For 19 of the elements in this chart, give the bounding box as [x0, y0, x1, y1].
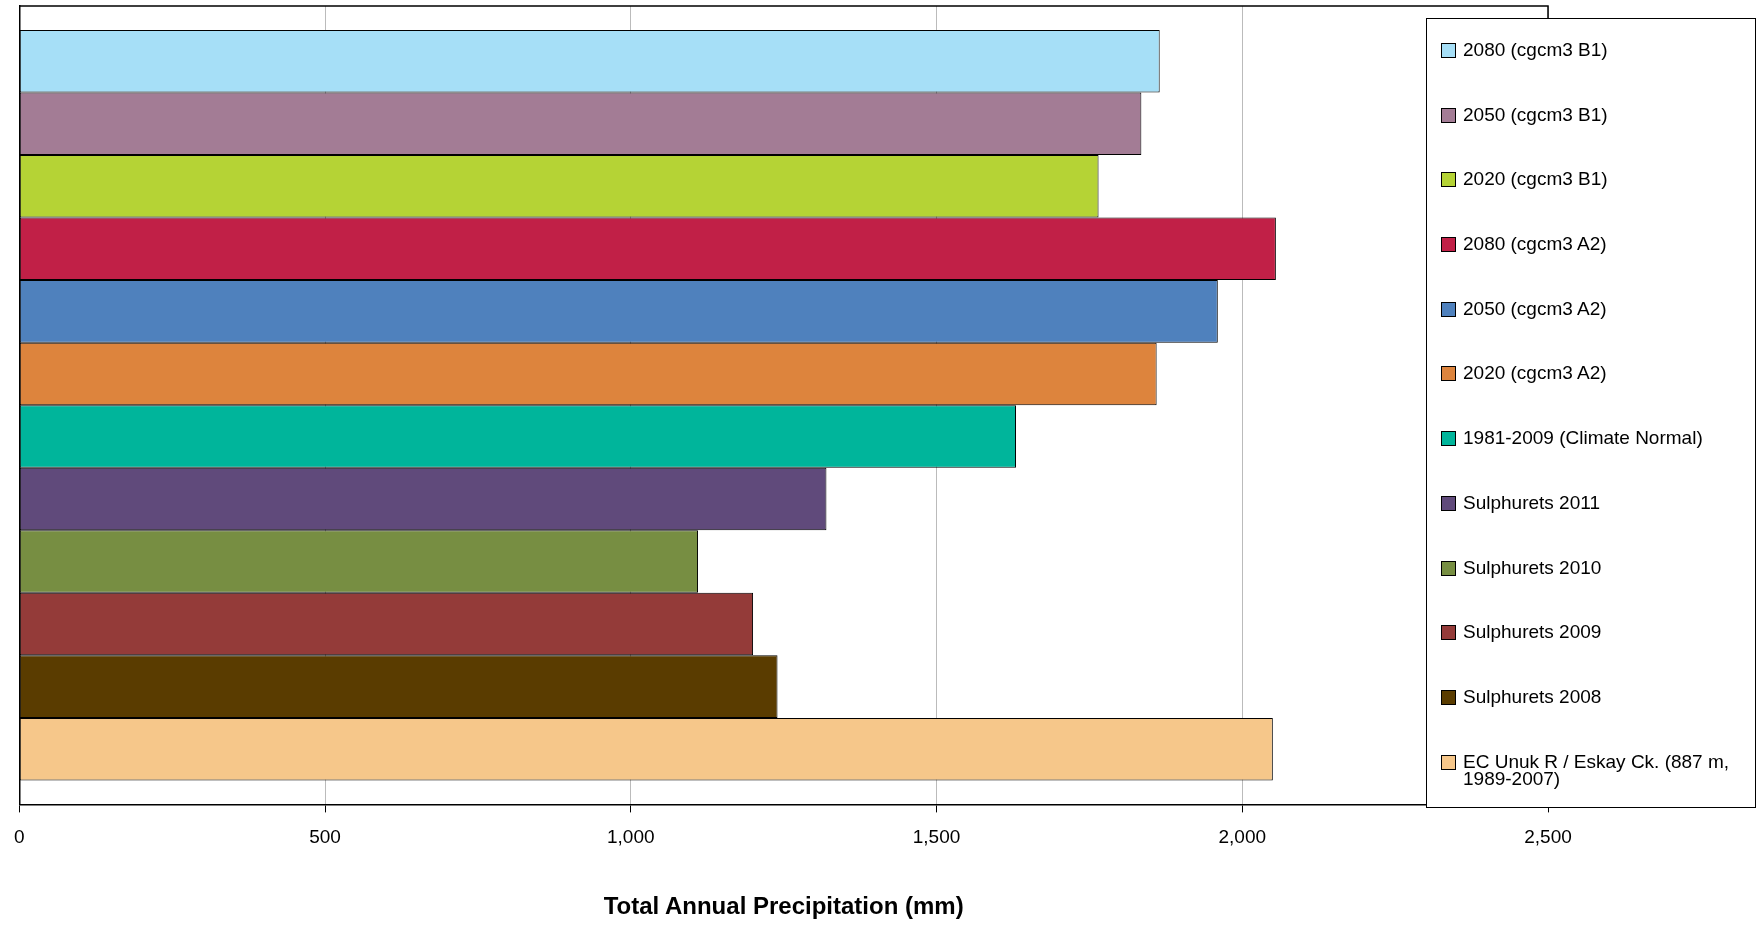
- legend-label: 2020 (cgcm3 A2): [1463, 362, 1607, 384]
- x-axis-title: Total Annual Precipitation (mm): [603, 892, 964, 920]
- x-tick-label: 0: [13, 826, 25, 848]
- legend-label: EC Unuk R / Eskay Ck. (887 m, 1989-2007): [1463, 750, 1731, 789]
- legend-label: Sulphurets 2010: [1463, 556, 1602, 578]
- x-tick-label: 500: [309, 826, 341, 848]
- x-tick-label: 2,500: [1524, 826, 1572, 848]
- x-tick-label: 1,500: [912, 826, 961, 848]
- legend-label: 2080 (cgcm3 B1): [1463, 39, 1608, 60]
- x-tick-label: 1,000: [607, 826, 655, 848]
- legend-label: 1981-2009 (Climate Normal): [1463, 427, 1703, 449]
- legend-label: 2080 (cgcm3 A2): [1463, 233, 1607, 255]
- legend-label: 2050 (cgcm3 B1): [1463, 103, 1608, 125]
- legend-label: Sulphurets 2011: [1463, 491, 1600, 513]
- legend-label: 2020 (cgcm3 B1): [1463, 168, 1608, 190]
- legend-label: Sulphurets 2008: [1463, 685, 1602, 707]
- legend-label: 2050 (cgcm3 A2): [1463, 297, 1607, 319]
- x-tick-label: 2,000: [1218, 826, 1267, 848]
- legend-label: Sulphurets 2009: [1463, 621, 1602, 643]
